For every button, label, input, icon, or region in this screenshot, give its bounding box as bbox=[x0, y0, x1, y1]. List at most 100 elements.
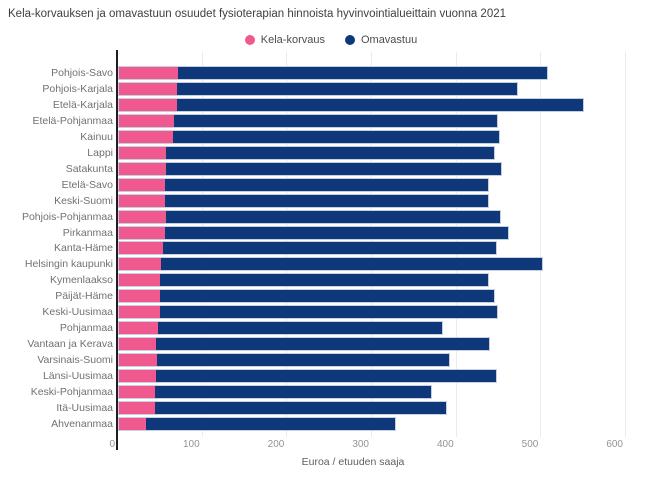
y-label-it-uusimaa: Itä-Uusimaa bbox=[56, 401, 113, 414]
x-tick-label-100: 100 bbox=[182, 439, 200, 450]
bar-segment-kela-korvaus[interactable] bbox=[119, 67, 179, 79]
legend: Kela-korvaus Omavastuu bbox=[0, 34, 662, 46]
y-label-kainuu: Kainuu bbox=[80, 130, 113, 143]
bar-segment-kela-korvaus[interactable] bbox=[119, 242, 164, 255]
bar-segment-kela-korvaus[interactable] bbox=[119, 417, 147, 430]
bar-segment-kela-korvaus[interactable] bbox=[119, 290, 160, 303]
bar-segment-omavastuu[interactable] bbox=[176, 98, 583, 111]
y-label-l-nsi-uusimaa: Länsi-Uusimaa bbox=[42, 370, 113, 383]
legend-dot-omavastuu-icon bbox=[344, 35, 355, 45]
bar-segment-omavastuu[interactable] bbox=[163, 242, 496, 255]
bar-row bbox=[118, 161, 502, 176]
y-axis-line bbox=[116, 50, 118, 450]
legend-label-omavastuu: Omavastuu bbox=[360, 34, 418, 46]
bar-row bbox=[118, 81, 518, 96]
y-label-keski-uusimaa: Keski-Uusimaa bbox=[42, 306, 113, 319]
y-label-etel-savo: Etelä-Savo bbox=[61, 178, 113, 191]
bar-row bbox=[118, 241, 497, 256]
y-label-kanta-h-me: Kanta-Häme bbox=[54, 242, 113, 255]
y-label-kymenlaakso: Kymenlaakso bbox=[49, 274, 113, 287]
bar-segment-omavastuu[interactable] bbox=[178, 67, 547, 79]
bar-segment-kela-korvaus[interactable] bbox=[119, 146, 167, 159]
bar-row bbox=[118, 209, 501, 224]
bar-row bbox=[118, 305, 498, 320]
bar-row bbox=[118, 400, 447, 415]
bar-row bbox=[118, 145, 496, 160]
bar-segment-omavastuu[interactable] bbox=[160, 274, 489, 287]
bar-segment-kela-korvaus[interactable] bbox=[119, 98, 177, 111]
bar-segment-kela-korvaus[interactable] bbox=[119, 386, 156, 398]
bar-segment-omavastuu[interactable] bbox=[165, 162, 501, 175]
bar-segment-kela-korvaus[interactable] bbox=[119, 306, 160, 319]
y-label-vantaan-ja-kerava: Vantaan ja Kerava bbox=[27, 338, 113, 351]
bar-segment-omavastuu[interactable] bbox=[155, 401, 446, 414]
y-label-helsingin-kaupunki: Helsingin kaupunki bbox=[24, 258, 113, 271]
bar-row bbox=[118, 113, 498, 128]
bar-segment-kela-korvaus[interactable] bbox=[119, 210, 166, 223]
y-label-pohjois-savo: Pohjois-Savo bbox=[51, 67, 113, 79]
bar-segment-kela-korvaus[interactable] bbox=[119, 338, 157, 351]
bar-row bbox=[118, 225, 510, 240]
bar-segment-omavastuu[interactable] bbox=[166, 146, 495, 159]
bar-segment-omavastuu[interactable] bbox=[159, 290, 495, 303]
y-label-pohjois-pohjanmaa: Pohjois-Pohjanmaa bbox=[21, 210, 113, 223]
bar-row bbox=[118, 177, 490, 192]
bar-segment-omavastuu[interactable] bbox=[164, 178, 489, 191]
y-label-satakunta: Satakunta bbox=[65, 162, 113, 175]
bar-row bbox=[118, 273, 490, 288]
gridline-x-500 bbox=[540, 52, 542, 437]
y-label-etel-karjala: Etelä-Karjala bbox=[52, 98, 113, 111]
bar-segment-omavastuu[interactable] bbox=[173, 130, 500, 143]
x-tick-label-600: 600 bbox=[606, 439, 623, 450]
bar-segment-omavastuu[interactable] bbox=[157, 354, 450, 367]
bar-row bbox=[118, 321, 443, 336]
bar-segment-omavastuu[interactable] bbox=[165, 210, 500, 223]
x-tick-label-400: 400 bbox=[436, 439, 454, 450]
y-label-lappi: Lappi bbox=[87, 146, 113, 159]
bar-segment-omavastuu[interactable] bbox=[174, 114, 497, 127]
bar-segment-kela-korvaus[interactable] bbox=[119, 178, 165, 191]
bar-segment-omavastuu[interactable] bbox=[164, 226, 509, 239]
bar-segment-omavastuu[interactable] bbox=[146, 417, 395, 430]
x-tick-label-200: 200 bbox=[267, 439, 285, 450]
bar-segment-kela-korvaus[interactable] bbox=[119, 162, 166, 175]
bar-row bbox=[118, 97, 584, 112]
bar-segment-kela-korvaus[interactable] bbox=[119, 82, 178, 95]
bar-segment-omavastuu[interactable] bbox=[161, 258, 543, 271]
x-axis-title: Euroa / etuuden saaja bbox=[301, 456, 405, 468]
bar-segment-omavastuu[interactable] bbox=[155, 386, 432, 398]
bar-segment-omavastuu[interactable] bbox=[157, 322, 442, 335]
bar-row bbox=[118, 416, 396, 431]
bar-row bbox=[118, 337, 490, 352]
bar-segment-kela-korvaus[interactable] bbox=[119, 114, 175, 127]
chart-title: Kela-korvauksen ja omavastuun osuudet fy… bbox=[8, 8, 507, 20]
bar-segment-omavastuu[interactable] bbox=[159, 306, 497, 319]
bar-segment-kela-korvaus[interactable] bbox=[119, 354, 158, 367]
bar-segment-kela-korvaus[interactable] bbox=[119, 226, 165, 239]
y-label-pohjanmaa: Pohjanmaa bbox=[59, 322, 113, 335]
bar-segment-omavastuu[interactable] bbox=[164, 194, 489, 207]
bar-segment-kela-korvaus[interactable] bbox=[119, 322, 158, 335]
y-label-keski-pohjanmaa: Keski-Pohjanmaa bbox=[30, 386, 113, 398]
bar-segment-omavastuu[interactable] bbox=[177, 82, 517, 95]
bar-row bbox=[118, 257, 544, 272]
bar-segment-kela-korvaus[interactable] bbox=[119, 258, 162, 271]
bar-row bbox=[118, 385, 433, 399]
bar-segment-omavastuu[interactable] bbox=[156, 338, 489, 351]
bar-row bbox=[118, 193, 490, 208]
bar-row bbox=[118, 66, 548, 80]
bar-segment-kela-korvaus[interactable] bbox=[119, 370, 157, 383]
y-label-etel-pohjanmaa: Etelä-Pohjanmaa bbox=[32, 114, 113, 127]
legend-item-omavastuu[interactable]: Omavastuu bbox=[344, 34, 418, 46]
bar-segment-kela-korvaus[interactable] bbox=[119, 130, 174, 143]
legend-item-kela-korvaus[interactable]: Kela-korvaus bbox=[244, 34, 325, 46]
x-tick-label-300: 300 bbox=[352, 439, 369, 450]
y-label-pirkanmaa: Pirkanmaa bbox=[62, 226, 113, 239]
legend-label-kela: Kela-korvaus bbox=[260, 34, 325, 46]
bar-segment-kela-korvaus[interactable] bbox=[119, 274, 161, 287]
bar-segment-omavastuu[interactable] bbox=[156, 370, 496, 383]
y-label-p-ij-t-h-me: Päijät-Häme bbox=[55, 290, 113, 303]
bar-segment-kela-korvaus[interactable] bbox=[119, 194, 165, 207]
bar-segment-kela-korvaus[interactable] bbox=[119, 401, 156, 414]
